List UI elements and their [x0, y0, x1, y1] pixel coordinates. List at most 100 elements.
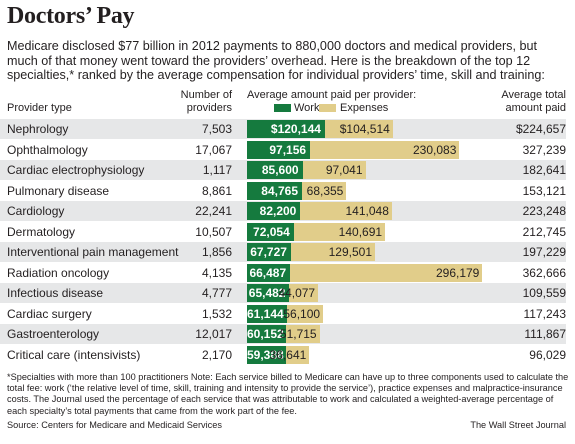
footnote: *Specialties with more than 100 practiti…: [7, 372, 569, 416]
providers-count-dermatology: 10,507: [195, 224, 232, 239]
total-value-cardiology: 223,248: [522, 204, 566, 218]
expenses-value-cardiac-surgery: 56,100: [283, 306, 321, 321]
work-value-ophthalmology: 97,156: [269, 142, 307, 157]
expenses-value-gastroenterology: 51,715: [279, 327, 317, 341]
work-value-cardiac-electrophysiology: 85,600: [261, 163, 299, 177]
expenses-value-radiation-oncology: 296,179: [435, 265, 480, 280]
total-value-radiation-oncology: 362,666: [522, 265, 566, 280]
work-bar-cardiac-electrophysiology: [247, 161, 303, 179]
total-value-critical-care-intensivists: 96,029: [529, 347, 566, 362]
total-value-ophthalmology: 327,239: [522, 142, 566, 157]
expenses-value-nephrology: $104,514: [339, 122, 390, 136]
providers-count-pulmonary-disease: 8,861: [201, 183, 232, 198]
providers-count-critical-care-intensivists: 2,170: [201, 347, 232, 362]
source-note: Source: Centers for Medicare and Medicai…: [7, 420, 222, 430]
expenses-bar-pulmonary-disease: [302, 181, 347, 200]
provider-type-interventional-pain-management: Interventional pain management: [7, 245, 179, 259]
work-bar-radiation-oncology: [247, 263, 291, 282]
column-header-avg-paid: Average amount paid per provider:: [247, 89, 417, 101]
legend-work-swatch: [274, 104, 291, 112]
total-value-cardiac-electrophysiology: 182,641: [522, 163, 566, 177]
legend-work-label: Work: [294, 102, 320, 114]
work-bar-interventional-pain-management: [247, 243, 291, 261]
provider-type-critical-care-intensivists: Critical care (intensivists): [7, 347, 141, 362]
provider-type-pulmonary-disease: Pulmonary disease: [7, 183, 110, 198]
providers-count-cardiac-electrophysiology: 1,117: [202, 163, 232, 177]
work-bar-cardiology: [247, 202, 301, 220]
chart-subtitle: Medicare disclosed $77 billion in 2012 p…: [7, 39, 545, 83]
providers-count-radiation-oncology: 4,135: [201, 265, 232, 280]
work-value-pulmonary-disease: 84,765: [261, 183, 298, 198]
provider-type-ophthalmology: Ophthalmology: [7, 142, 88, 157]
work-value-infectious-disease: 65,482: [248, 286, 286, 300]
work-bar-infectious-disease: [247, 284, 290, 302]
provider-type-infectious-disease: Infectious disease: [7, 286, 104, 300]
column-header-providers-line2: providers: [186, 102, 232, 114]
total-value-pulmonary-disease: 153,121: [522, 183, 566, 198]
column-header-provider-type: Provider type: [7, 102, 72, 114]
providers-count-interventional-pain-management: 1,856: [201, 245, 232, 259]
legend-expenses-swatch: [319, 104, 336, 112]
expenses-value-infectious-disease: 44,077: [278, 286, 316, 300]
work-value-cardiac-surgery: 61,144: [247, 306, 284, 321]
total-value-nephrology: $224,657: [515, 122, 566, 136]
work-value-gastroenterology: 60,152: [247, 327, 284, 341]
providers-count-nephrology: 7,503: [201, 122, 232, 136]
work-bar-nephrology: [247, 120, 325, 138]
expenses-bar-nephrology: [324, 120, 393, 138]
provider-type-cardiac-electrophysiology: Cardiac electrophysiology: [7, 163, 145, 177]
expenses-value-cardiology: 141,048: [345, 204, 389, 218]
expenses-bar-radiation-oncology: [290, 263, 483, 282]
expenses-value-dermatology: 140,691: [338, 224, 383, 239]
providers-count-cardiology: 22,241: [195, 204, 232, 218]
chart-title: Doctors’ Pay: [7, 3, 135, 29]
expenses-bar-infectious-disease: [289, 284, 319, 302]
providers-count-gastroenterology: 12,017: [195, 327, 232, 341]
total-value-cardiac-surgery: 117,243: [523, 306, 567, 321]
expenses-bar-gastroenterology: [286, 325, 320, 343]
expenses-bar-interventional-pain-management: [290, 243, 375, 261]
work-value-interventional-pain-management: 67,727: [250, 245, 287, 259]
work-bar-dermatology: [247, 222, 294, 241]
column-header-avg-total-line1: Average total: [501, 89, 566, 101]
providers-count-infectious-disease: 4,777: [201, 286, 232, 300]
work-value-radiation-oncology: 66,487: [249, 265, 287, 280]
provider-type-cardiac-surgery: Cardiac surgery: [7, 306, 92, 321]
expenses-value-cardiac-electrophysiology: 97,041: [325, 163, 363, 177]
total-value-gastroenterology: 111,867: [524, 327, 566, 341]
providers-count-cardiac-surgery: 1,532: [201, 306, 232, 321]
expenses-bar-ophthalmology: [310, 140, 460, 159]
expenses-value-interventional-pain-management: 129,501: [328, 245, 372, 259]
provider-type-dermatology: Dermatology: [7, 224, 76, 239]
total-value-infectious-disease: 109,559: [522, 286, 566, 300]
work-value-critical-care-intensivists: 59,388: [247, 347, 284, 362]
work-value-cardiology: 82,200: [259, 204, 297, 218]
providers-count-ophthalmology: 17,067: [195, 142, 232, 157]
work-bar-ophthalmology: [247, 140, 311, 159]
expenses-bar-dermatology: [293, 222, 386, 241]
work-bar-cardiac-surgery: [247, 304, 287, 323]
total-value-dermatology: 212,745: [522, 224, 566, 239]
legend-expenses-label: Expenses: [340, 102, 389, 114]
work-bar-pulmonary-disease: [247, 181, 302, 200]
expenses-value-pulmonary-disease: 68,355: [306, 183, 344, 198]
column-header-providers-line1: Number of: [180, 89, 232, 101]
work-value-nephrology: $120,144: [270, 122, 321, 136]
expenses-bar-cardiac-electrophysiology: [302, 161, 366, 179]
expenses-bar-cardiology: [300, 202, 392, 220]
provider-type-gastroenterology: Gastroenterology: [7, 327, 100, 341]
work-bar-critical-care-intensivists: [247, 345, 286, 364]
column-header-avg-total-line2: amount paid: [505, 102, 566, 114]
expenses-bar-critical-care-intensivists: [285, 345, 310, 364]
provider-type-radiation-oncology: Radiation oncology: [7, 265, 110, 280]
expenses-bar-cardiac-surgery: [286, 304, 324, 323]
credit-note: The Wall Street Journal: [470, 420, 566, 430]
provider-type-nephrology: Nephrology: [7, 122, 69, 136]
expenses-value-ophthalmology: 230,083: [412, 142, 457, 157]
work-bar-gastroenterology: [247, 325, 287, 343]
provider-type-cardiology: Cardiology: [7, 204, 65, 218]
work-value-dermatology: 72,054: [253, 224, 290, 239]
total-value-interventional-pain-management: 197,229: [522, 245, 566, 259]
expenses-value-critical-care-intensivists: 36,641: [269, 347, 307, 362]
